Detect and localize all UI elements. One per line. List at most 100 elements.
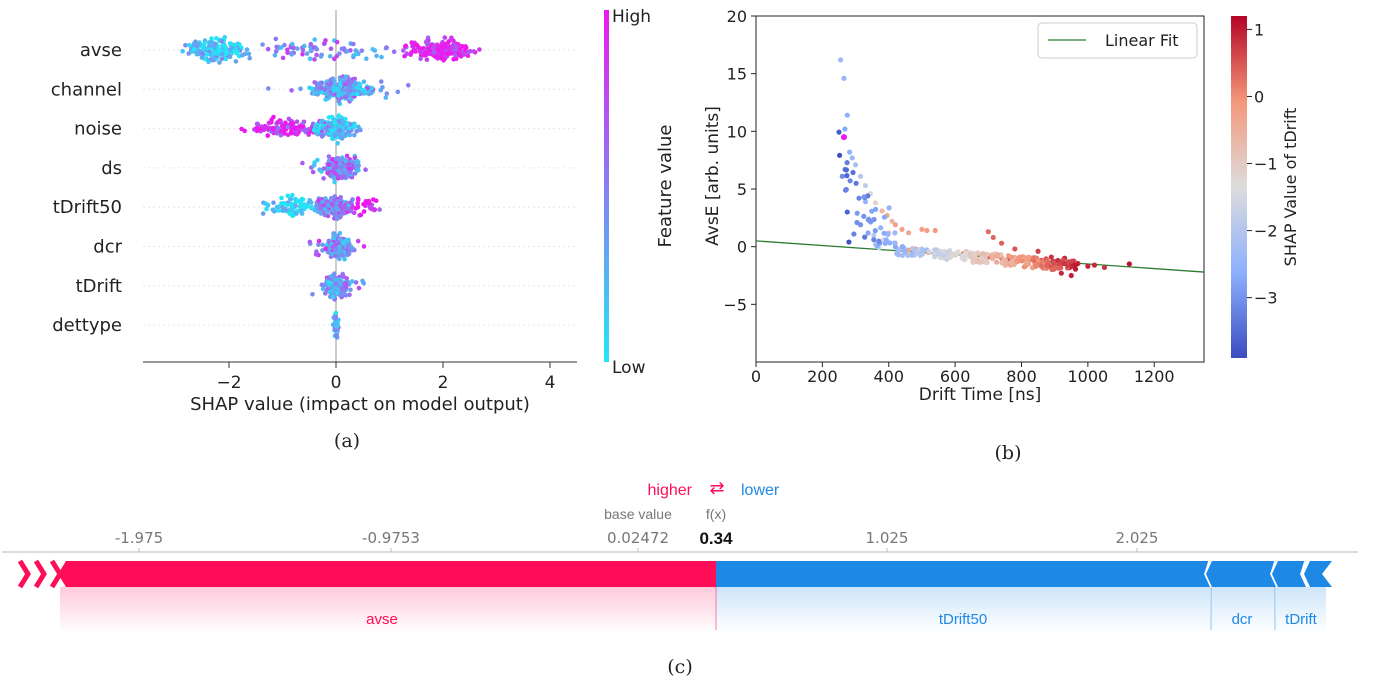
shap-point (276, 208, 281, 213)
scatter-point (881, 214, 888, 220)
shap-point (193, 39, 198, 44)
shap-point (308, 41, 314, 47)
shap-point (220, 51, 225, 57)
shap-point (298, 86, 303, 92)
shap-point (326, 121, 332, 127)
scatter-point (844, 209, 850, 215)
scatter-point (1033, 263, 1039, 269)
scatter-point (995, 252, 1001, 258)
shap-point (344, 122, 350, 127)
shap-point (430, 46, 436, 51)
shap-point (271, 209, 277, 214)
shap-point (311, 163, 317, 168)
shap-point (353, 280, 359, 285)
shap-point (356, 285, 362, 291)
shap-point (263, 126, 268, 131)
scatter-point (841, 75, 847, 81)
shap-point (221, 43, 227, 48)
shap-point (350, 204, 355, 209)
shap-point (330, 157, 335, 162)
shap-point (209, 36, 214, 41)
scatter-point (924, 227, 930, 234)
shap-point (321, 210, 327, 216)
cb-tick-label: −2 (1254, 222, 1278, 241)
shap-point (367, 200, 372, 206)
legend-higher: higher (648, 482, 693, 499)
shap-point (343, 293, 349, 298)
shap-point (372, 207, 378, 212)
shap-point (266, 86, 271, 91)
feature-label-dcr: dcr (1232, 611, 1253, 628)
caption-b: (b) (995, 442, 1022, 464)
shap-point (349, 79, 354, 85)
shap-point (316, 198, 321, 203)
shap-point (449, 35, 454, 41)
a-xtick-label: 0 (331, 373, 342, 393)
divider (1204, 560, 1210, 575)
shap-point (278, 132, 284, 138)
b-ytick-label: 10 (727, 122, 747, 141)
shap-point (465, 53, 471, 58)
shap-point (290, 192, 295, 198)
shap-point (338, 204, 343, 209)
shap-point (404, 51, 410, 56)
shap-point (321, 282, 327, 288)
shap-point (289, 41, 295, 47)
shap-point (285, 193, 291, 199)
shap-point (353, 206, 359, 211)
scatter-point (837, 152, 843, 158)
shap-point (278, 120, 284, 125)
shap-point (340, 253, 345, 258)
shap-point (187, 42, 192, 48)
shap-point (310, 169, 316, 175)
scatter-point (1012, 246, 1018, 252)
scatter-point (857, 173, 864, 179)
scatter-point (941, 248, 947, 254)
scatter-point (1035, 248, 1041, 254)
shap-point (283, 120, 288, 125)
a-xtick-label: 4 (545, 373, 556, 393)
shap-point (360, 278, 365, 284)
shap-point (288, 197, 293, 202)
feature-label: channel (51, 79, 122, 100)
shap-point (333, 156, 339, 162)
shap-point (336, 93, 342, 98)
shap-point (359, 48, 365, 53)
scatter-point (894, 251, 900, 257)
shap-point (374, 53, 379, 59)
scatter-point (861, 213, 867, 219)
scatter-point (1008, 254, 1015, 260)
shap-point (344, 48, 350, 54)
scatter-point (989, 252, 995, 258)
shap-point (336, 284, 341, 290)
shap-point (299, 208, 304, 213)
shap-point (282, 42, 287, 48)
divider (1270, 560, 1276, 575)
shap-point (293, 203, 298, 208)
shap-point (314, 52, 319, 58)
scatter-point (990, 234, 996, 241)
b-xtick-label: 600 (940, 367, 971, 386)
scatter-point (846, 239, 852, 245)
feature-value-colorbar (604, 10, 609, 362)
shap-point (294, 119, 300, 124)
scatter-point (844, 173, 850, 179)
shap-point (325, 213, 331, 219)
b-ytick-label: −5 (723, 295, 747, 314)
scatter-point (1085, 263, 1091, 269)
shap-point (319, 52, 325, 58)
scatter-point (839, 173, 845, 179)
scatter-point (1009, 260, 1015, 266)
shap-point (326, 115, 332, 120)
a-xlabel: SHAP value (impact on model output) (190, 394, 530, 415)
chevron-icon (17, 559, 31, 589)
colorbar-low-label: Low (612, 358, 646, 378)
shap-point (334, 324, 340, 330)
scatter-point (999, 260, 1005, 266)
shap-point (280, 205, 285, 210)
shap-point (292, 126, 298, 131)
shap-point (334, 39, 340, 45)
shap-point (356, 197, 361, 203)
shap-point (289, 203, 295, 209)
shap-point (332, 56, 337, 62)
